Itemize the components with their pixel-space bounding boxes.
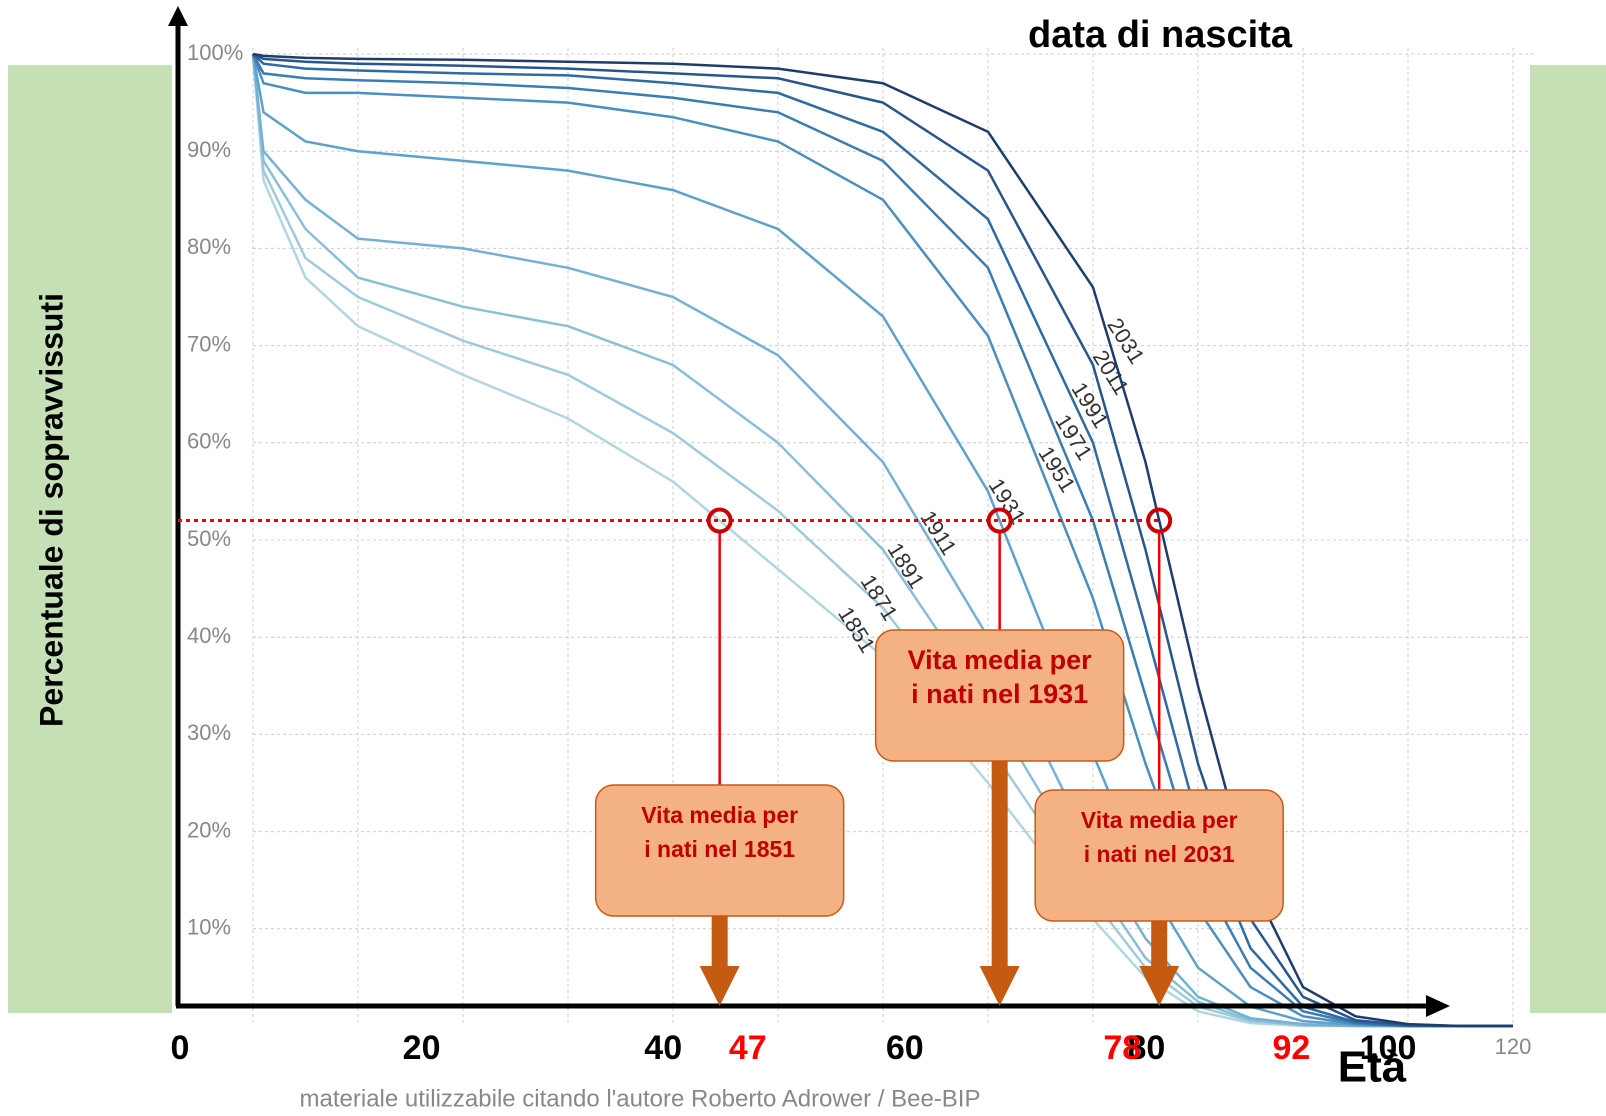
annotation-text: Vita media per	[641, 802, 798, 828]
overlay-tick-label: 60	[886, 1029, 924, 1067]
annotation-text: i nati nel 2031	[1084, 841, 1235, 867]
chart-title: data di nascita	[1028, 14, 1293, 56]
y-tick-label: 50%	[187, 526, 231, 551]
y-tick-label: 70%	[187, 331, 231, 356]
y-tick-label: 20%	[187, 817, 231, 842]
age-label: 47	[729, 1029, 767, 1067]
overlay-tick-label: 80	[1127, 1029, 1165, 1067]
overlay-tick-label: 0	[171, 1029, 190, 1067]
survival-line	[252, 53, 1513, 1028]
age-label: 78	[1103, 1029, 1141, 1067]
survival-line	[252, 52, 1513, 1028]
arrow-shaft	[991, 761, 1008, 966]
crossing-marker	[1146, 507, 1173, 534]
y-tick-label: 60%	[187, 429, 231, 454]
crossing-marker	[986, 507, 1013, 534]
overlay-tick-label: 20	[403, 1029, 441, 1067]
y-tick-label: 10%	[187, 915, 231, 940]
y-axis-arrow	[168, 6, 188, 26]
y-tick-label: 100%	[187, 40, 243, 65]
annotation-text: Vita media per	[1081, 807, 1238, 833]
x-axis-label: Età	[1338, 1043, 1407, 1092]
y-tick-label: 40%	[187, 623, 231, 648]
y-axis-label: Percentuale di sopravvissuti	[33, 293, 69, 727]
arrow-head	[979, 966, 1020, 1006]
overlay: 0 20 40 60 80 100 Vita media per i nati nel 185…	[168, 6, 1450, 1067]
crossing-marker	[706, 507, 733, 534]
plot: 10%20%30%40%50%60%70%80%90%100%120185118…	[187, 40, 1534, 1059]
overlay-tick-label: 40	[644, 1029, 682, 1067]
side-band	[1530, 65, 1606, 1013]
arrow-shaft	[711, 916, 728, 966]
annotation-text: i nati nel 1931	[911, 679, 1088, 709]
annotation-text: Vita media per	[908, 645, 1093, 675]
arrow-head	[1139, 966, 1180, 1006]
y-tick-label: 30%	[187, 720, 231, 745]
overlay-tick-label: 100	[1360, 1029, 1417, 1067]
y-tick-label: 90%	[187, 137, 231, 162]
y-tick-label: 80%	[187, 234, 231, 259]
x-tick-label: 120	[1495, 1034, 1532, 1059]
arrow-shaft	[1151, 921, 1168, 966]
side-band	[8, 65, 172, 1013]
annotation-text: i nati nel 1851	[644, 836, 795, 862]
plot-background	[172, 40, 1530, 1010]
footer: materiale utilizzabile citando l'autore …	[300, 1085, 981, 1112]
arrow-head	[699, 966, 740, 1006]
x-axis-arrow	[1426, 995, 1450, 1017]
age-label: 92	[1272, 1029, 1310, 1067]
survival-line	[252, 52, 1513, 1028]
